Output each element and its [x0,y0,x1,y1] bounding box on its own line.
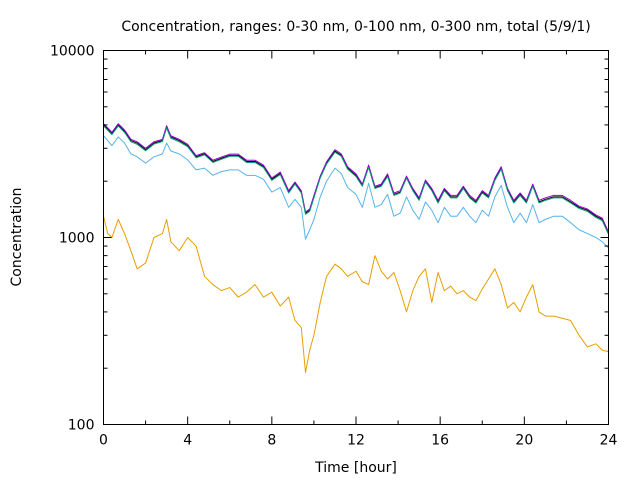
x-tick-label: 20 [515,433,533,449]
x-tick-label: 16 [431,433,449,449]
y-axis-label: Concentration [9,187,25,286]
plot-frame [103,50,609,425]
series-line-4 [103,135,609,249]
y-axis: 100 1000 10000 [50,44,609,434]
y-tick-label: 1000 [59,231,95,247]
series-line-1 [103,124,609,234]
x-axis: 0 4 8 12 16 20 24 [99,50,618,449]
y-tick-label: 100 [68,418,95,434]
series-line-3 [103,125,609,235]
y-tick-label: 10000 [50,44,95,60]
x-tick-label: 0 [99,433,108,449]
chart-title: Concentration, ranges: 0-30 nm, 0-100 nm… [121,19,590,35]
x-axis-label: Time [hour] [314,460,397,476]
x-tick-label: 8 [267,433,276,449]
series-line-5 [103,216,609,373]
x-tick-label: 4 [183,433,192,449]
x-tick-label: 12 [347,433,365,449]
x-tick-label: 24 [600,433,618,449]
plot-area [103,123,609,373]
series-line-2 [103,123,609,233]
